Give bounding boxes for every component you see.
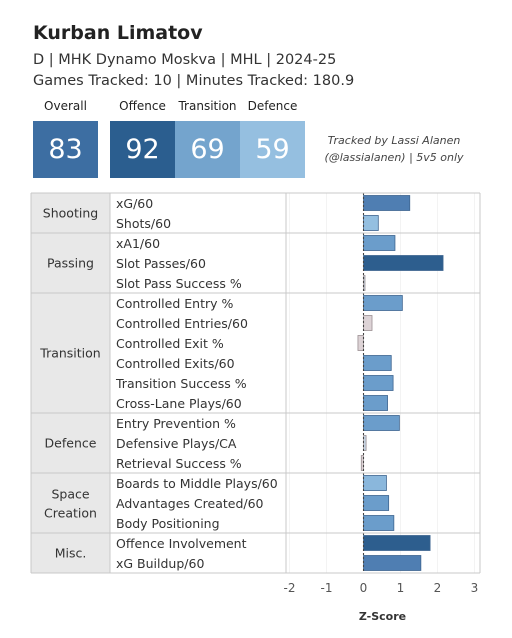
group-label-misc: Misc.: [55, 546, 87, 561]
bar-advantages-created-60: [363, 495, 390, 511]
group-cell-defence: [31, 413, 110, 473]
tile-label-transition: Transition: [178, 99, 237, 113]
bar-shots-60: [363, 215, 379, 231]
metric-label-shots-60: Shots/60: [116, 216, 171, 231]
tracking-summary: Games Tracked: 10 | Minutes Tracked: 180…: [33, 73, 355, 89]
bar-slot-passes-60: [363, 255, 444, 271]
bar-boards-to-middle-plays-60: [363, 475, 387, 491]
group-cell-passing: [31, 233, 110, 293]
metric-label-offence-involvement: Offence Involvement: [116, 536, 247, 551]
credit-note: Tracked by Lassi Alanen (@lassialanen) |…: [310, 132, 478, 166]
credit-line-1: Tracked by Lassi Alanen: [327, 134, 461, 147]
metric-label-cross-lane-plays-60: Cross-Lane Plays/60: [116, 396, 242, 411]
group-label-space-creation: Space Creation: [44, 487, 97, 521]
bar-offence-involvement: [363, 535, 431, 551]
bar-controlled-exit: [357, 335, 364, 351]
bar-body-positioning: [363, 515, 395, 531]
bar-xg-buildup-60: [363, 555, 422, 571]
metric-label-xg-60: xG/60: [116, 196, 153, 211]
tile-overall: 83: [33, 121, 98, 178]
x-axis-label: Z-Score: [359, 610, 406, 623]
bar-controlled-exits-60: [363, 355, 392, 371]
metric-label-xg-buildup-60: xG Buildup/60: [116, 556, 204, 571]
group-cell-transition: [31, 293, 110, 413]
metric-label-boards-to-middle-plays-60: Boards to Middle Plays/60: [116, 476, 278, 491]
group-label-shooting: Shooting: [43, 206, 98, 221]
metric-label-advantages-created-60: Advantages Created/60: [116, 496, 264, 511]
group-label-transition: Transition: [39, 346, 100, 361]
bar-xa1-60: [363, 235, 396, 251]
group-label-passing: Passing: [47, 256, 94, 271]
tick-label-2: 2: [434, 581, 442, 595]
tick-label-0: 0: [360, 581, 368, 595]
tile-label-offence: Offence: [119, 99, 166, 113]
credit-line-2: (@lassialanen) | 5v5 only: [324, 151, 464, 164]
bar-cross-lane-plays-60: [363, 395, 388, 411]
player-name: Kurban Limatov: [33, 22, 203, 44]
tick-label-3: 3: [471, 581, 479, 595]
tile-transition: 69: [175, 121, 240, 178]
metric-label-controlled-entry: Controlled Entry %: [116, 296, 233, 311]
bar-controlled-entry: [363, 295, 403, 311]
tile-offence: 92: [110, 121, 175, 178]
group-cell-misc: [31, 533, 110, 573]
metric-label-entry-prevention: Entry Prevention %: [116, 416, 236, 431]
bar-controlled-entries-60: [363, 315, 373, 331]
group-cell-space-creation: [31, 473, 110, 533]
metric-label-defensive-plays-ca: Defensive Plays/CA: [116, 436, 237, 451]
player-subtitle: D | MHK Dynamo Moskva | MHL | 2024-25: [33, 52, 337, 68]
tile-defence: 59: [240, 121, 305, 178]
tile-label-overall: Overall: [44, 99, 87, 113]
group-cell-shooting: [31, 193, 110, 233]
tick-label-neg2: -2: [284, 581, 296, 595]
metric-label-transition-success: Transition Success %: [115, 376, 247, 391]
metric-label-controlled-exits-60: Controlled Exits/60: [116, 356, 235, 371]
metric-label-body-positioning: Body Positioning: [116, 516, 220, 531]
tick-label-neg1: -1: [321, 581, 333, 595]
bar-xg-60: [363, 195, 411, 211]
metric-label-slot-passes-60: Slot Passes/60: [116, 256, 206, 271]
group-label-defence: Defence: [45, 436, 97, 451]
metric-label-controlled-entries-60: Controlled Entries/60: [116, 316, 248, 331]
bar-entry-prevention: [363, 415, 400, 431]
bar-transition-success: [363, 375, 394, 391]
metric-label-controlled-exit: Controlled Exit %: [116, 336, 224, 351]
tile-label-defence: Defence: [247, 99, 298, 113]
tick-label-1: 1: [397, 581, 405, 595]
metric-label-retrieval-success: Retrieval Success %: [116, 456, 242, 471]
metric-label-slot-pass-success: Slot Pass Success %: [116, 276, 242, 291]
metric-label-xa1-60: xA1/60: [116, 236, 160, 251]
